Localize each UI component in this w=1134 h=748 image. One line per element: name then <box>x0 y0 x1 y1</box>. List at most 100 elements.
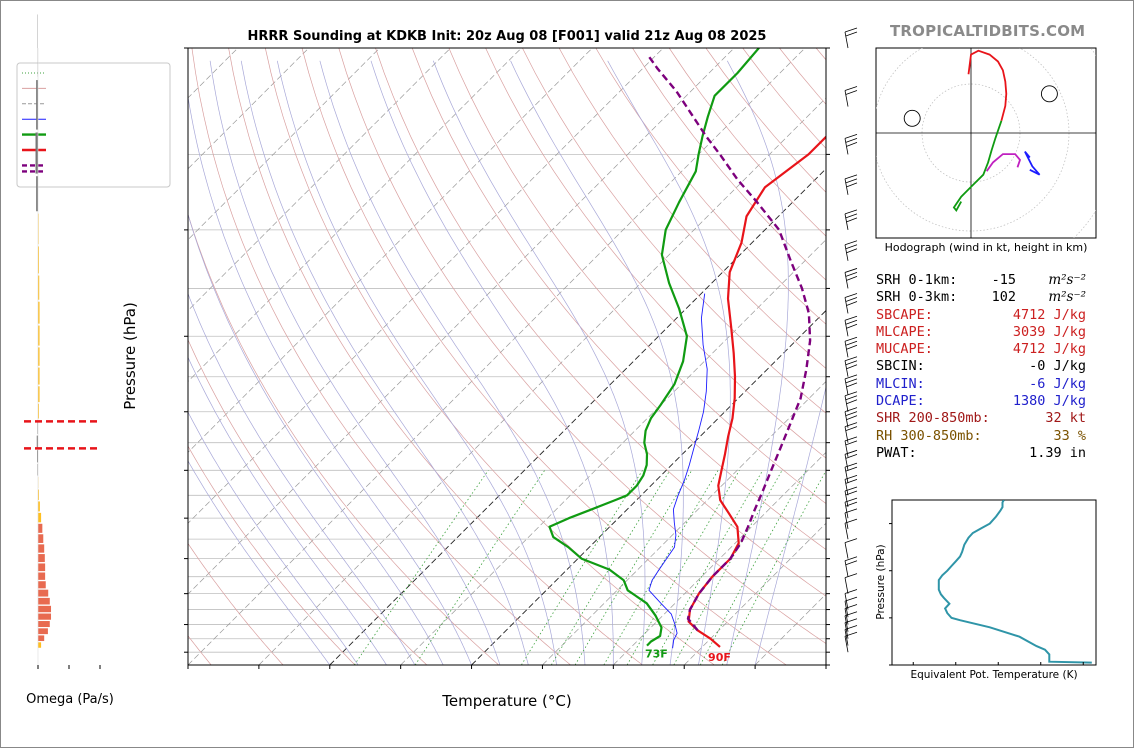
profile-mixed-layer-parcel-path-100mb <box>647 55 812 632</box>
wind-barb-flag <box>844 556 858 562</box>
wind-barb-flag <box>844 596 858 602</box>
wind-barb-flag <box>846 344 858 350</box>
wind-barb-flag <box>845 440 858 446</box>
skewt-x-axis-label: Temperature (°C) <box>441 692 571 710</box>
wind-barb-staff <box>844 395 849 412</box>
wind-barb-staff <box>844 490 849 508</box>
omega-bar <box>38 589 49 597</box>
wind-barb <box>844 497 858 519</box>
theta-e-frame <box>891 499 1097 666</box>
omega-bar <box>38 386 40 403</box>
wind-barb-flag <box>846 415 858 421</box>
mixing-ratio-line <box>721 470 826 665</box>
omega-panel: Omega (Pa/s) <box>24 14 114 707</box>
stat-value: 32 kt <box>1045 410 1086 427</box>
wind-barbs <box>844 27 858 653</box>
wind-barb-flag <box>844 618 858 624</box>
omega-bar <box>38 213 39 245</box>
wind-barb-flag <box>846 142 858 147</box>
wind-barb-staff <box>844 411 849 428</box>
moist-adiabat-line <box>188 213 444 665</box>
skewt-profiles <box>548 48 826 649</box>
wind-barb-staff <box>844 90 849 107</box>
moist-adiabat-line <box>188 460 331 665</box>
wind-barb-staff <box>844 577 849 594</box>
wind-barb <box>844 462 858 484</box>
isotherm-line <box>683 522 826 665</box>
stat-row: PWAT: 1.39 in <box>876 445 1096 462</box>
omega-bar <box>38 621 50 628</box>
stat-label: SRH 0-1km: <box>876 272 958 288</box>
moist-adiabat-line <box>188 411 359 665</box>
stat-label: MLCIN: <box>876 375 925 392</box>
dry-adiabat-line <box>191 48 571 665</box>
wind-barb <box>844 486 858 508</box>
hodograph-caption: Hodograph (wind in kt, height in km) <box>885 241 1088 254</box>
wind-barb <box>844 336 858 358</box>
stat-value: -0 J/kg <box>1029 358 1086 375</box>
theta-e-y-axis-label: Pressure (hPa) <box>875 544 887 619</box>
wind-barb-flag <box>844 497 858 503</box>
isotherm-line <box>188 48 664 524</box>
wind-barb-flag <box>844 391 858 397</box>
mixing-ratio-line <box>652 470 764 665</box>
omega-bar <box>38 512 42 523</box>
stat-label: DCAPE: <box>876 393 925 410</box>
wind-barb <box>844 407 858 428</box>
stat-value: 102 <box>991 289 1016 306</box>
wind-barb-staff <box>844 213 849 230</box>
wind-barb <box>844 631 858 653</box>
wind-barb-staff <box>844 560 849 577</box>
dry-adiabat-line <box>188 542 284 665</box>
wind-barb-flag <box>844 293 858 298</box>
omega-bar <box>35 132 38 174</box>
skewt-tick-labels <box>184 47 830 669</box>
dry-adiabat-line <box>188 445 356 665</box>
wind-barb-staff <box>844 636 849 653</box>
wind-barb-flag <box>844 508 858 514</box>
surface-temperature-label: 90F <box>708 651 731 664</box>
wind-barb-staff <box>844 138 849 155</box>
dry-adiabat-line <box>595 48 826 325</box>
omega-axis-label: Omega (Pa/s) <box>26 692 114 707</box>
omega-bar <box>38 246 39 274</box>
stat-label: SRH 0-3km: <box>876 289 958 306</box>
profile-wetbulb <box>648 293 708 649</box>
hodograph-trace <box>1024 151 1041 176</box>
wind-barb-flag <box>846 248 858 254</box>
wind-barb <box>844 422 858 443</box>
legend-box <box>16 62 171 188</box>
wind-barb-flag <box>846 276 858 281</box>
stat-unit: m²s⁻² <box>1048 272 1086 288</box>
wind-barb-flag <box>844 174 858 180</box>
wind-barb <box>844 293 858 314</box>
wind-barb-flag <box>845 272 858 277</box>
dry-adiabat-line <box>558 48 826 369</box>
stat-row: DCAPE: 1380 J/kg <box>876 393 1096 410</box>
moist-adiabat-line <box>726 60 789 665</box>
omega-bar <box>38 501 40 512</box>
omega-bar <box>38 275 40 300</box>
wind-barb-flag <box>844 631 858 637</box>
omega-bar <box>38 554 45 563</box>
mixing-ratio-line <box>626 470 740 665</box>
wind-barb-staff <box>844 467 849 484</box>
wind-barb-flag <box>844 611 858 617</box>
wind-barb <box>844 625 858 646</box>
stat-value: -15 <box>991 272 1016 288</box>
omega-bar <box>38 489 39 500</box>
isotherm-line <box>258 97 826 665</box>
omega-bar <box>36 435 38 449</box>
dry-adiabat-line <box>375 48 826 597</box>
wind-barb <box>844 27 858 49</box>
wind-barb-flag <box>844 27 858 33</box>
wind-barb-staff <box>844 244 849 261</box>
omega-bar <box>36 80 38 130</box>
wind-barb-flag <box>844 573 858 579</box>
wind-barb-staff <box>844 622 849 639</box>
wind-barb-flag <box>844 538 858 543</box>
omega-bar <box>38 605 52 613</box>
omega-bar <box>37 450 38 463</box>
wind-barb-flag <box>844 449 858 455</box>
stat-value: 33 % <box>1053 427 1086 444</box>
